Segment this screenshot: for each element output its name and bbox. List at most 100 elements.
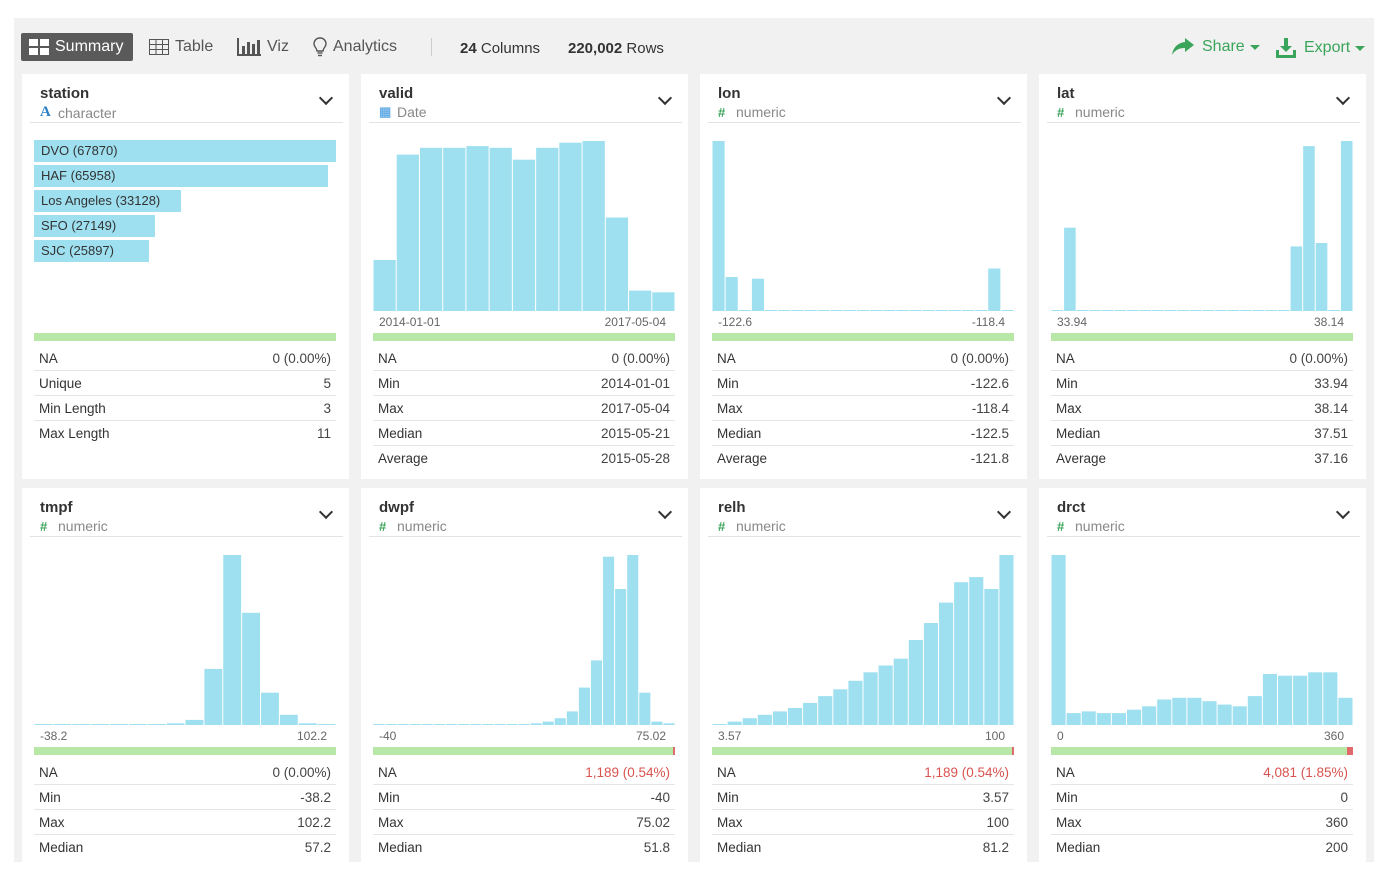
histogram-bar[interactable] <box>396 154 419 311</box>
histogram-bar[interactable] <box>652 292 675 311</box>
histogram-bar[interactable] <box>385 724 397 725</box>
histogram-bar[interactable] <box>605 217 629 312</box>
histogram-bar[interactable] <box>1252 310 1265 311</box>
histogram-bar[interactable] <box>1262 674 1277 725</box>
histogram-bar[interactable] <box>298 723 317 725</box>
histogram-bar[interactable] <box>1328 310 1340 311</box>
histogram-bar[interactable] <box>922 310 935 311</box>
histogram-bar[interactable] <box>419 147 443 311</box>
histogram-bar[interactable] <box>1064 227 1076 311</box>
histogram-bar[interactable] <box>908 640 923 725</box>
histogram-bar[interactable] <box>512 159 536 311</box>
histogram-bar[interactable] <box>778 310 791 311</box>
histogram-bar[interactable] <box>870 310 883 311</box>
histogram[interactable] <box>712 547 1014 727</box>
histogram-bar[interactable] <box>765 310 778 311</box>
histogram-bar[interactable] <box>397 724 409 725</box>
histogram-bar[interactable] <box>1338 697 1353 725</box>
chevron-down-icon[interactable] <box>318 504 334 520</box>
histogram[interactable] <box>373 133 675 313</box>
histogram-bar[interactable] <box>506 724 518 725</box>
histogram-bar[interactable] <box>1076 310 1089 311</box>
histogram-bar[interactable] <box>984 589 999 725</box>
histogram-bar[interactable] <box>935 310 948 311</box>
histogram-bar[interactable] <box>1139 310 1152 311</box>
histogram-bar[interactable] <box>1290 246 1303 311</box>
histogram-bar[interactable] <box>725 277 738 311</box>
histogram-bar[interactable] <box>1227 310 1240 311</box>
histogram-bar[interactable] <box>317 724 336 725</box>
histogram-bar[interactable] <box>1315 243 1328 311</box>
histogram-bar[interactable] <box>482 724 494 725</box>
histogram-bar[interactable] <box>1187 697 1202 725</box>
viz-tab[interactable]: Viz <box>237 33 289 61</box>
histogram-bar[interactable] <box>261 692 279 725</box>
histogram-bar[interactable] <box>1051 555 1066 725</box>
chevron-down-icon[interactable] <box>1335 504 1351 520</box>
histogram-bar[interactable] <box>494 724 506 725</box>
histogram-bar[interactable] <box>791 310 804 311</box>
histogram-bar[interactable] <box>128 724 147 725</box>
chevron-down-icon[interactable] <box>318 90 334 106</box>
histogram-bar[interactable] <box>166 723 185 725</box>
histogram-bar[interactable] <box>742 718 757 725</box>
histogram-bar[interactable] <box>954 582 969 725</box>
histogram-bar[interactable] <box>848 680 863 725</box>
histogram-bar[interactable] <box>629 290 652 311</box>
histogram-bar[interactable] <box>204 668 223 725</box>
histogram-bar[interactable] <box>1323 672 1338 725</box>
histogram-bar[interactable] <box>738 310 751 311</box>
histogram-bar[interactable] <box>772 711 787 725</box>
histogram-bar[interactable] <box>554 718 566 725</box>
histogram-bar[interactable] <box>421 724 433 725</box>
histogram-bar[interactable] <box>948 310 961 311</box>
histogram-bar[interactable] <box>223 555 242 725</box>
histogram-bar[interactable] <box>72 724 91 725</box>
histogram[interactable] <box>34 547 336 727</box>
histogram-bar[interactable] <box>582 141 605 311</box>
histogram-bar[interactable] <box>1089 310 1101 311</box>
histogram-bar[interactable] <box>1127 310 1139 311</box>
histogram-bar[interactable] <box>893 658 908 725</box>
histogram-bar[interactable] <box>1217 704 1232 725</box>
histogram-bar[interactable] <box>147 724 166 725</box>
category-bar[interactable] <box>34 190 182 212</box>
histogram-bar[interactable] <box>489 147 512 311</box>
histogram-bar[interactable] <box>909 310 922 311</box>
histogram-bar[interactable] <box>542 721 554 725</box>
histogram-bar[interactable] <box>466 146 489 311</box>
histogram-bar[interactable] <box>863 672 878 725</box>
chevron-down-icon[interactable] <box>996 504 1012 520</box>
histogram-bar[interactable] <box>1177 310 1189 311</box>
histogram-bar[interactable] <box>804 310 817 311</box>
histogram-bar[interactable] <box>409 724 421 725</box>
histogram-bar[interactable] <box>518 724 530 725</box>
histogram-bar[interactable] <box>1127 709 1142 725</box>
histogram-bar[interactable] <box>1308 672 1323 725</box>
histogram-bar[interactable] <box>590 660 603 725</box>
histogram-bar[interactable] <box>939 602 954 725</box>
histogram-bar[interactable] <box>279 714 298 725</box>
histogram-bar[interactable] <box>923 623 938 725</box>
histogram-bar[interactable] <box>536 147 559 311</box>
histogram-bar[interactable] <box>1247 696 1262 725</box>
histogram-bar[interactable] <box>1202 701 1217 725</box>
histogram[interactable] <box>373 547 675 727</box>
histogram[interactable] <box>1051 547 1353 727</box>
histogram-bar[interactable] <box>242 612 261 725</box>
histogram-bar[interactable] <box>1202 310 1215 311</box>
histogram-bar[interactable] <box>1111 713 1126 725</box>
histogram-bar[interactable] <box>883 310 896 311</box>
histogram-bar[interactable] <box>443 147 466 311</box>
histogram-bar[interactable] <box>712 724 727 725</box>
histogram-bar[interactable] <box>969 577 984 725</box>
histogram-bar[interactable] <box>1164 310 1177 311</box>
histogram-bar[interactable] <box>110 724 128 725</box>
share-button[interactable]: Share <box>1172 38 1260 56</box>
histogram-bar[interactable] <box>878 665 893 726</box>
category-bar[interactable] <box>34 215 155 237</box>
histogram-bar[interactable] <box>751 278 765 311</box>
chevron-down-icon[interactable] <box>657 504 673 520</box>
summary-tab[interactable]: Summary <box>21 33 134 61</box>
chevron-down-icon[interactable] <box>1335 90 1351 106</box>
